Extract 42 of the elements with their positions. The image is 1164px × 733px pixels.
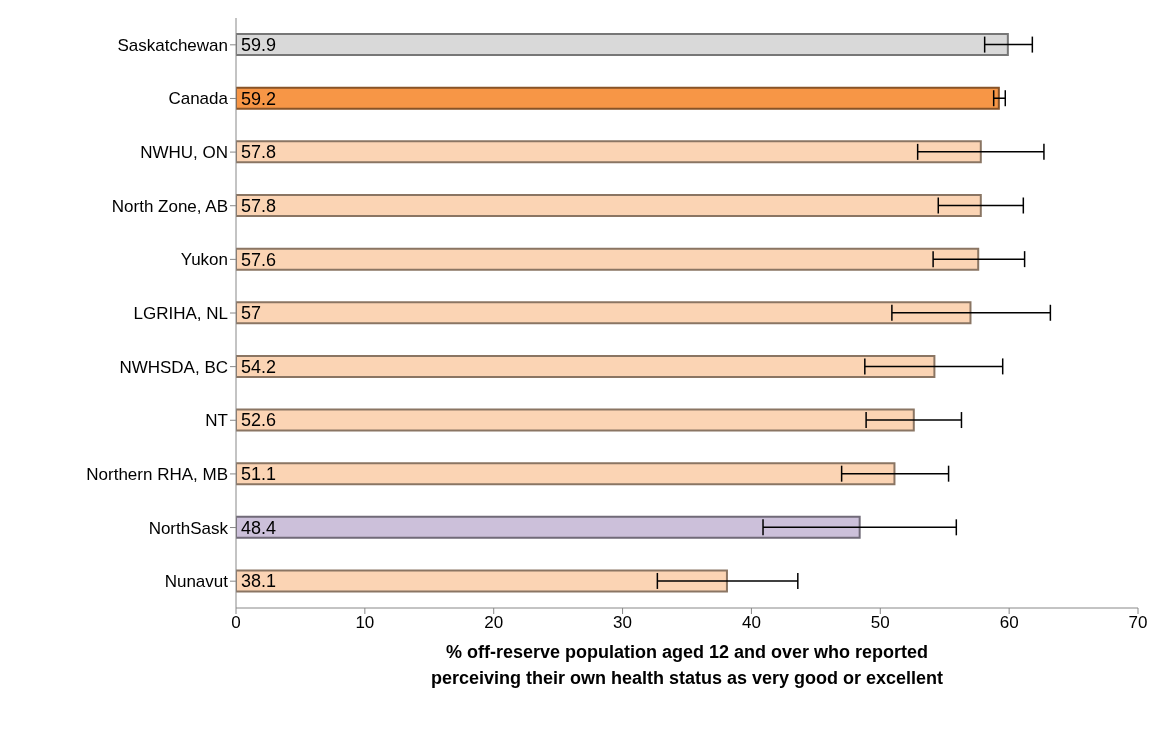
data-label: 59.9 — [241, 34, 277, 55]
y-tick-label: NWHSDA, BC — [119, 357, 228, 377]
bar — [236, 140, 982, 164]
data-label: 57 — [241, 303, 262, 324]
data-label: 57.6 — [241, 249, 277, 270]
y-tick-label: NT — [205, 411, 228, 431]
x-tick-label: 70 — [1128, 613, 1148, 633]
data-label: 54.2 — [241, 356, 277, 377]
bar — [236, 569, 728, 593]
bar — [236, 86, 1000, 110]
x-tick-label: 10 — [355, 613, 375, 633]
bar — [236, 301, 972, 325]
y-tick-label: Nunavut — [164, 572, 229, 592]
x-tick-label: 60 — [999, 613, 1019, 633]
y-tick-label: Saskatchewan — [117, 35, 228, 55]
bar — [236, 33, 1009, 57]
data-label: 51.1 — [241, 464, 277, 485]
data-label: 59.2 — [241, 88, 277, 109]
bar — [236, 462, 896, 486]
x-tick-label: 20 — [484, 613, 504, 633]
bar — [236, 515, 861, 539]
x-tick-label: 40 — [741, 613, 761, 633]
y-tick-label: NorthSask — [148, 518, 229, 538]
y-tick-label: Northern RHA, MB — [86, 464, 228, 484]
y-tick-label: NWHU, ON — [140, 143, 228, 163]
bar — [236, 194, 982, 217]
y-tick-label: Canada — [168, 89, 229, 109]
x-tick-label: 50 — [870, 613, 890, 633]
x-tick-label: 0 — [231, 613, 241, 633]
y-tick-label: North Zone, AB — [111, 196, 228, 216]
y-tick-label: LGRIHA, NL — [133, 304, 228, 324]
data-label: 52.6 — [241, 410, 277, 431]
x-tick-label: 30 — [613, 613, 633, 633]
bar — [236, 408, 915, 432]
bar — [236, 247, 980, 271]
x-axis-title: % off-reserve population aged 12 and over who reported perceiving their own health status as very good or excellent — [430, 642, 944, 688]
y-tick-label: Yukon — [180, 250, 228, 270]
bar — [236, 354, 936, 378]
data-label: 57.8 — [241, 195, 277, 216]
data-label: 57.8 — [241, 142, 277, 163]
data-label: 38.1 — [241, 571, 277, 592]
data-label: 48.4 — [241, 517, 277, 538]
